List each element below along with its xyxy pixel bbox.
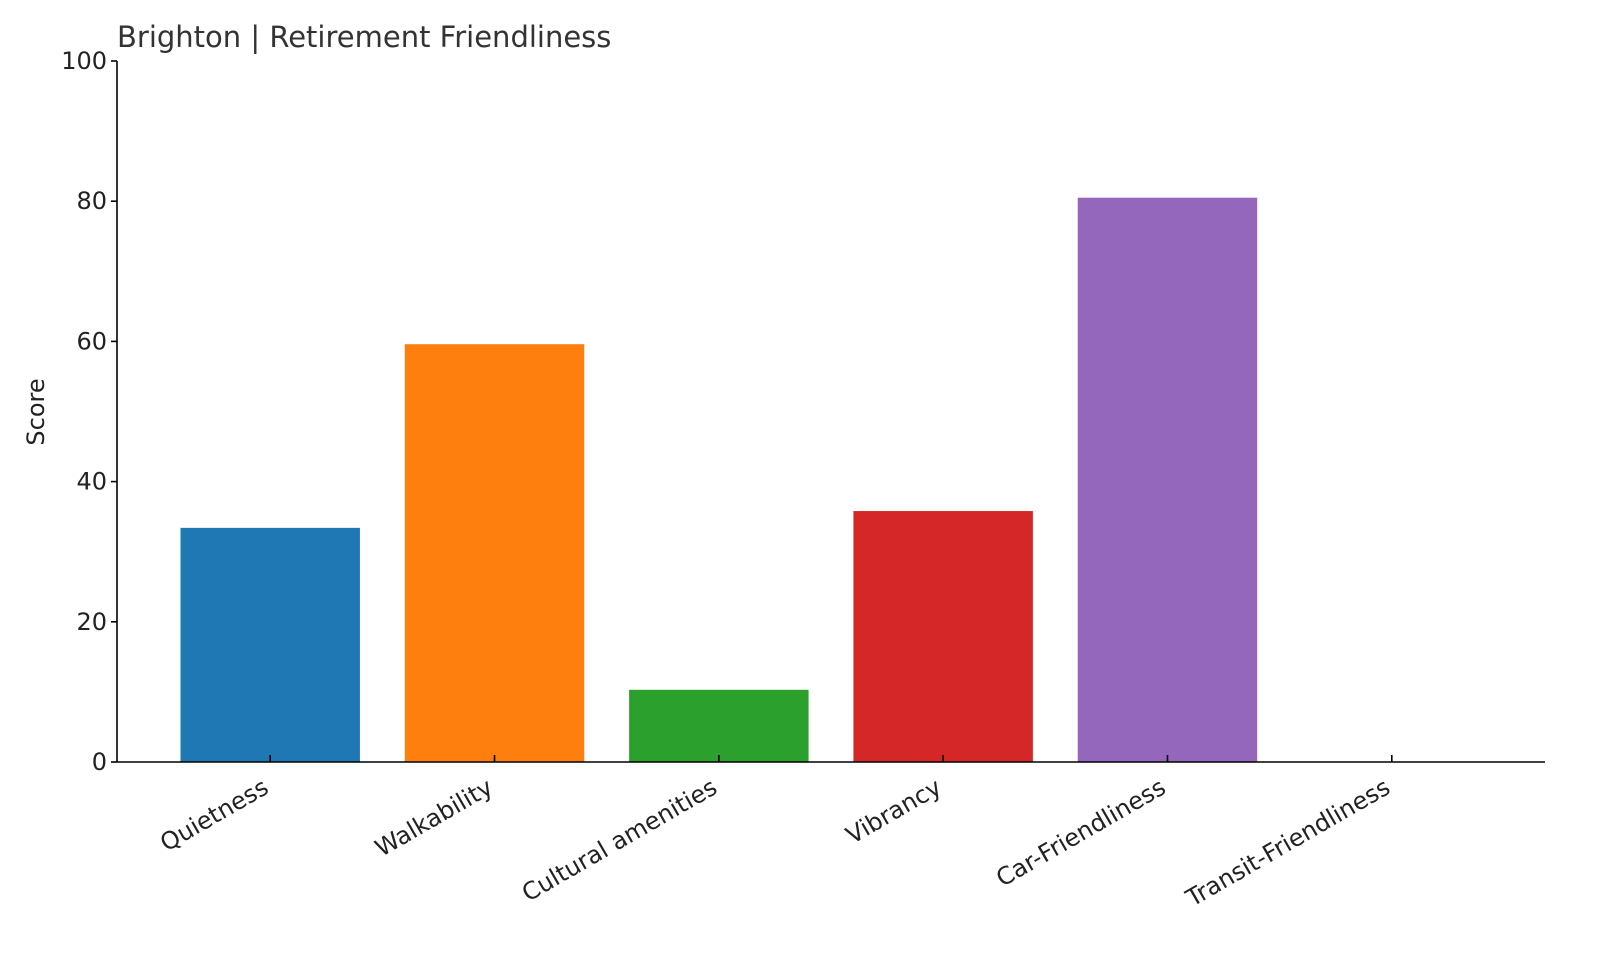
bar — [180, 527, 360, 762]
x-tick-label: Walkability — [370, 773, 497, 863]
y-tick-label: 0 — [92, 748, 107, 776]
y-tick-label: 100 — [61, 47, 107, 75]
bar — [629, 689, 809, 762]
y-tick-label: 60 — [76, 327, 107, 355]
bar — [853, 511, 1033, 762]
x-tick-label: Transit-Friendliness — [1180, 773, 1394, 913]
x-tick-label: Cultural amenities — [517, 773, 722, 907]
y-axis-label: Score — [22, 378, 50, 445]
chart-title: Brighton | Retirement Friendliness — [117, 20, 611, 54]
y-tick-label: 80 — [76, 187, 107, 215]
y-tick-label: 40 — [76, 468, 107, 496]
x-tick-label: Car-Friendliness — [991, 773, 1170, 893]
bar — [404, 344, 585, 762]
y-tick-label: 20 — [76, 608, 107, 636]
bar — [1077, 197, 1258, 762]
x-tick-label: Vibrancy — [841, 773, 946, 850]
x-tick-label: Quietness — [155, 773, 273, 857]
